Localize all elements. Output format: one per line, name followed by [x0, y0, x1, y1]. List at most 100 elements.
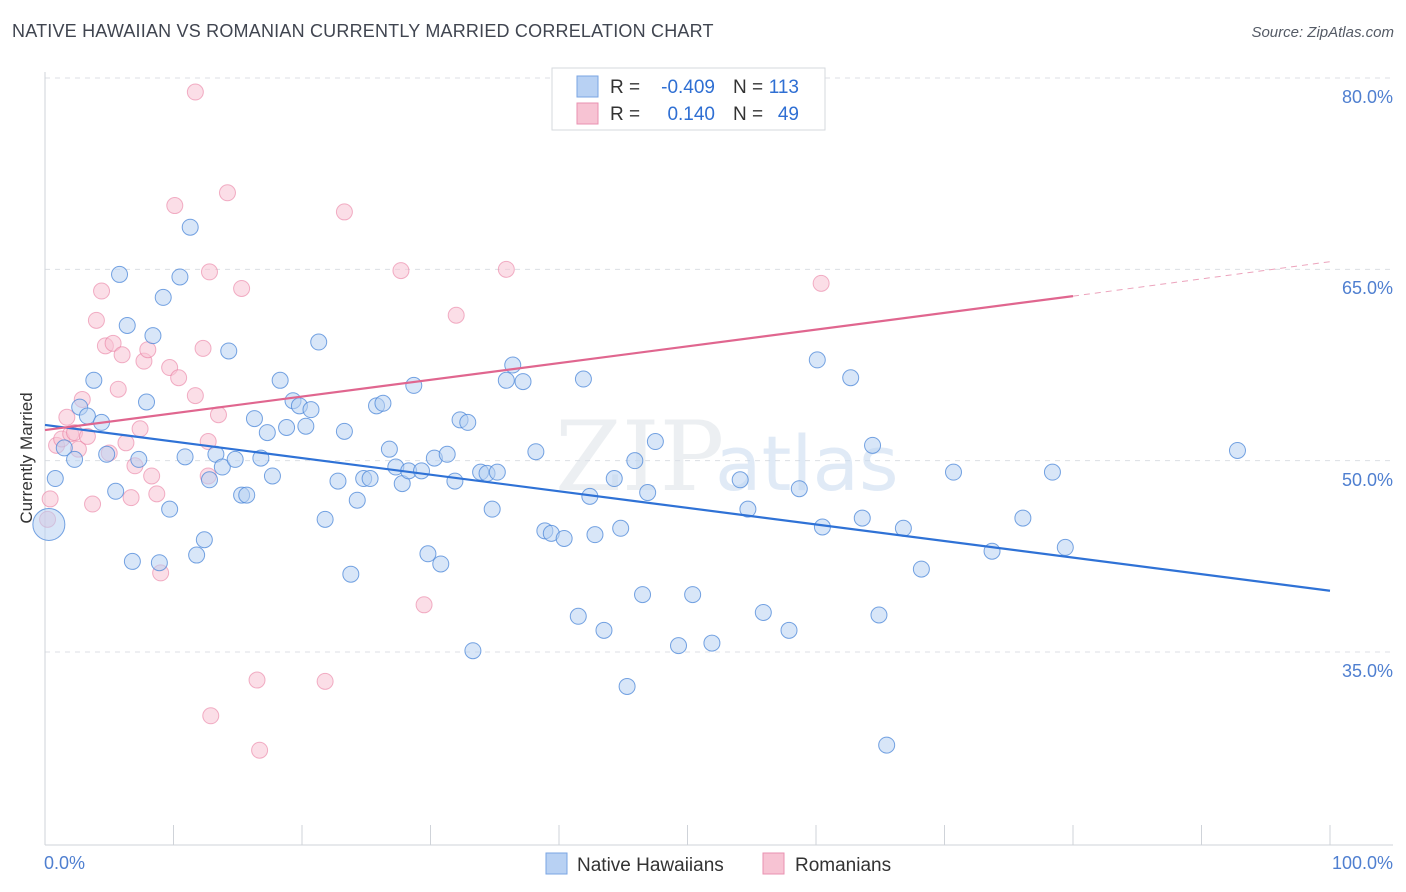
- romanian-point: [200, 263, 218, 281]
- trend-line-romanians-extension: [1072, 261, 1331, 297]
- native-hawaiian-point: [144, 327, 162, 345]
- native-hawaiian-point: [780, 621, 798, 639]
- native-hawaiian-point: [348, 491, 366, 509]
- native-hawaiian-point: [459, 413, 477, 431]
- native-hawaiian-point: [670, 637, 688, 655]
- native-hawaiian-point: [302, 401, 320, 419]
- native-hawaiian-point: [329, 472, 347, 490]
- native-hawaiian-point: [574, 370, 592, 388]
- native-hawaiian-point: [374, 394, 392, 412]
- series-legend: Native Hawaiians Romanians: [545, 852, 891, 876]
- native-hawaiian-point: [731, 471, 749, 489]
- chart-title: NATIVE HAWAIIAN VS ROMANIAN CURRENTLY MA…: [12, 21, 714, 41]
- romanian-point: [166, 197, 184, 215]
- legend-n-value-romanian: 49: [778, 104, 799, 125]
- romanian-point: [251, 741, 269, 759]
- legend-swatch-romanian: [576, 102, 599, 125]
- native-hawaiian-point: [1014, 509, 1032, 527]
- native-hawaiian-point: [213, 458, 231, 476]
- native-hawaiian-point: [870, 606, 888, 624]
- legend-n-label-native: N =: [733, 77, 763, 98]
- romanian-point: [392, 262, 410, 280]
- native-hawaiian-point: [639, 484, 657, 502]
- romanian-point: [104, 334, 122, 352]
- native-hawaiian-point: [258, 424, 276, 442]
- native-hawaiian-point: [78, 407, 96, 425]
- romanian-point: [122, 489, 140, 507]
- y-tick-label-50: 50.0%: [1342, 470, 1393, 490]
- native-hawaiian-point: [634, 586, 652, 604]
- native-hawaiian-point: [1056, 538, 1074, 556]
- x-tick-marks: [173, 825, 1331, 845]
- native-hawaiian-point: [626, 452, 644, 470]
- native-hawaiian-point: [361, 470, 379, 488]
- native-hawaiian-point: [297, 417, 315, 435]
- native-hawaiian-point: [438, 445, 456, 463]
- native-hawaiian-point: [195, 531, 213, 549]
- native-hawaiian-point: [32, 507, 66, 541]
- native-hawaiian-point: [55, 439, 73, 457]
- native-hawaiian-point: [46, 470, 64, 488]
- legend-r-label-native: R =: [610, 77, 640, 98]
- legend-swatch-native: [576, 75, 599, 98]
- native-hawaiian-point: [514, 373, 532, 391]
- native-hawaiian-point: [188, 546, 206, 564]
- native-hawaiian-point: [497, 371, 515, 389]
- romanian-point: [415, 596, 433, 614]
- native-hawaiian-point: [154, 288, 172, 306]
- x-tick-label-100: 100.0%: [1332, 853, 1393, 873]
- native-hawaiian-point: [446, 472, 464, 490]
- bottom-legend-swatch-native: [545, 852, 568, 875]
- native-hawaiian-point: [310, 333, 328, 351]
- bottom-legend-label-romanian: Romanians: [795, 855, 891, 876]
- native-hawaiian-point: [944, 463, 962, 481]
- native-hawaiian-point: [618, 677, 636, 695]
- native-hawaiian-point: [123, 552, 141, 570]
- romanian-point: [84, 495, 102, 513]
- native-hawaiian-point: [245, 410, 263, 428]
- native-hawaiian-point: [595, 621, 613, 639]
- native-hawaiian-point: [98, 445, 116, 463]
- romanian-point: [78, 427, 96, 445]
- native-hawaiian-point: [380, 440, 398, 458]
- bottom-legend-swatch-romanian: [762, 852, 785, 875]
- native-hawaiian-point: [176, 448, 194, 466]
- native-hawaiian-point: [130, 450, 148, 468]
- native-hawaiian-point: [1043, 463, 1061, 481]
- native-hawaiian-point: [464, 642, 482, 660]
- native-hawaiian-point: [220, 342, 238, 360]
- native-hawaiian-point: [878, 736, 896, 754]
- chart-source: Source: ZipAtlas.com: [1251, 24, 1394, 41]
- native-hawaiian-point: [808, 351, 826, 369]
- romanian-point: [186, 83, 204, 101]
- romanian-point: [202, 707, 220, 725]
- legend-r-label-romanian: R =: [610, 104, 640, 125]
- native-hawaiian-point: [200, 471, 218, 489]
- native-hawaiian-point: [864, 436, 882, 454]
- x-tick-label-0: 0.0%: [44, 853, 85, 873]
- y-axis-label: Currently Married: [17, 392, 36, 523]
- native-hawaiian-point: [586, 526, 604, 544]
- native-hawaiian-point: [1228, 441, 1246, 459]
- native-hawaiian-point: [263, 467, 281, 485]
- series-native-hawaiians-points: [32, 218, 1246, 754]
- native-hawaiian-point: [161, 500, 179, 518]
- native-hawaiian-point: [488, 463, 506, 481]
- native-hawaiian-point: [413, 462, 431, 480]
- native-hawaiian-point: [85, 371, 103, 389]
- native-hawaiian-point: [912, 560, 930, 578]
- romanian-point: [93, 282, 111, 300]
- native-hawaiian-point: [527, 443, 545, 461]
- y-tick-label-65: 65.0%: [1342, 278, 1393, 298]
- native-hawaiian-point: [342, 565, 360, 583]
- native-hawaiian-point: [703, 634, 721, 652]
- native-hawaiian-point: [605, 470, 623, 488]
- native-hawaiian-point: [181, 218, 199, 236]
- romanian-point: [233, 279, 251, 297]
- native-hawaiian-point: [894, 519, 912, 537]
- gridlines: [45, 77, 1393, 653]
- romanian-point: [497, 260, 515, 278]
- romanian-point: [41, 490, 59, 508]
- watermark-atlas: atlas: [715, 419, 899, 508]
